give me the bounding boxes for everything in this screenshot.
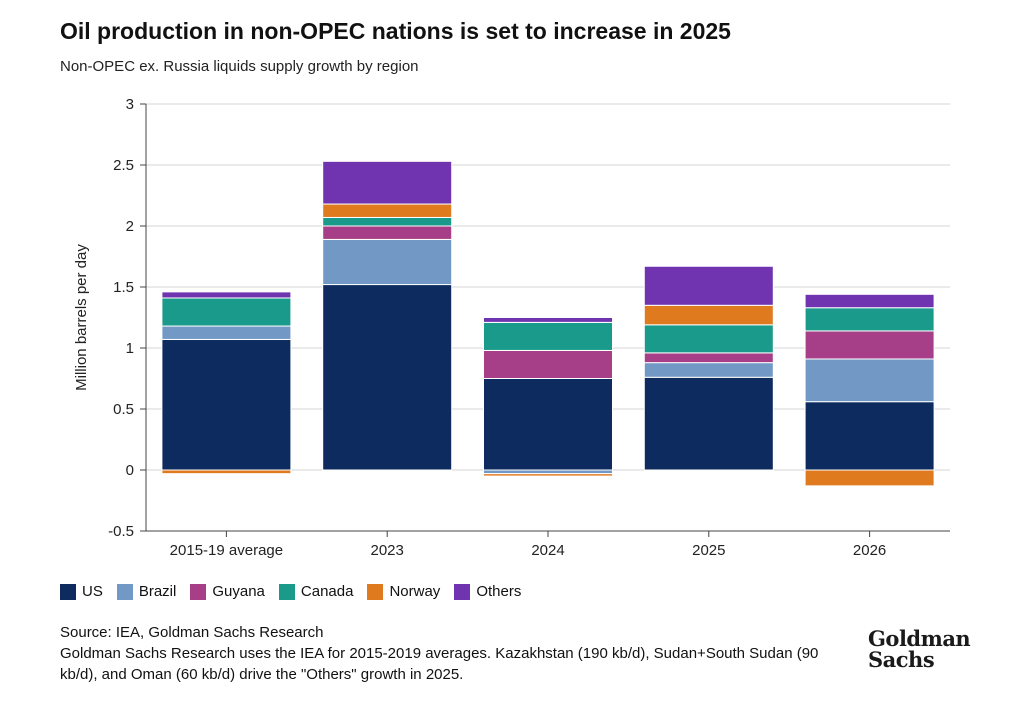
legend-label: Canada: [300, 583, 354, 600]
bar-segment-canada: [643, 324, 774, 354]
bar-segment-others: [483, 317, 613, 323]
legend-swatch: [190, 583, 207, 600]
bar-segment-norway: [804, 469, 935, 487]
legend-item-us: US: [60, 583, 103, 600]
bar-segment-brazil: [483, 469, 613, 475]
bar-segment-others: [161, 291, 292, 299]
bar-segment-norway: [483, 473, 613, 477]
y-tick-label: 2: [126, 218, 134, 235]
legend-label: Guyana: [212, 583, 265, 600]
y-tick-label: 3: [126, 96, 134, 113]
legend-swatch: [116, 583, 133, 600]
source-text: Source: IEA, Goldman Sachs Research: [60, 624, 324, 641]
bar-segment-brazil: [643, 362, 774, 378]
legend-swatch: [454, 583, 471, 600]
legend-swatch: [367, 583, 384, 600]
y-tick-label: 1: [126, 340, 134, 357]
legend-swatch: [60, 583, 76, 600]
bar-segment-guyana: [483, 349, 613, 380]
bar-segment-guyana: [643, 352, 774, 364]
stacked-bar-chart: 3 2.5 2 1.5 1 0.5 0 -0.5 Million barrels per day…: [73, 96, 950, 559]
bar-segment-canada: [322, 216, 453, 227]
bar-segment-us: [322, 284, 453, 471]
bar-segment-others: [643, 265, 774, 306]
legend-label: Norway: [389, 583, 441, 600]
bar-segment-norway: [161, 469, 292, 475]
x-tick-label: 2024: [531, 542, 564, 559]
y-tick-label: 1.5: [113, 279, 134, 296]
chart-subtitle: Non-OPEC ex. Russia liquids supply growt…: [60, 58, 419, 75]
y-tick-label: 2.5: [113, 157, 134, 174]
bar-segment-us: [483, 378, 613, 471]
x-tick-label: 2026: [853, 542, 886, 559]
legend-label: Brazil: [138, 583, 177, 600]
x-tick-label: 2025: [692, 542, 725, 559]
x-tick-label: 2015-19 average: [170, 542, 283, 559]
y-tick-label: 0.5: [113, 401, 134, 418]
legend-item-guyana: Guyana: [190, 583, 265, 600]
y-tick-label: 0: [126, 462, 134, 479]
goldman-sachs-logo: Goldman Sachs: [868, 626, 971, 672]
bar-segment-guyana: [804, 330, 935, 360]
legend-item-norway: Norway: [367, 583, 440, 600]
y-axis-label: Million barrels per day: [73, 244, 90, 391]
bar-segment-others: [804, 293, 935, 309]
y-tick-label: -0.5: [108, 523, 134, 540]
bar-segment-us: [804, 401, 935, 471]
x-tick-label: 2023: [371, 542, 404, 559]
methodology-note: Goldman Sachs Research uses the IEA for …: [60, 645, 819, 683]
bar-segment-canada: [804, 307, 935, 332]
bar-segment-guyana: [322, 225, 453, 240]
bar-segment-others: [322, 160, 453, 205]
bar-segment-brazil: [322, 238, 453, 286]
legend-item-brazil: Brazil: [116, 583, 177, 600]
bar-segment-brazil: [161, 325, 292, 340]
bar-segment-norway: [643, 304, 774, 326]
bar-segment-us: [643, 376, 774, 471]
bar-segment-us: [161, 338, 292, 471]
chart-title: Oil production in non-OPEC nations is se…: [60, 18, 731, 44]
legend-label: US: [82, 583, 103, 600]
bar-segment-norway: [322, 203, 453, 218]
logo-line-2: Sachs: [868, 647, 935, 672]
bar-segment-canada: [161, 297, 292, 327]
legend-swatch: [278, 583, 295, 600]
footer-notes: Source: IEA, Goldman Sachs Research Gold…: [60, 622, 840, 685]
bar-segment-canada: [483, 321, 613, 351]
legend-item-canada: Canada: [278, 583, 354, 600]
legend-item-others: Others: [454, 583, 521, 600]
chart-legend: US Brazil Guyana Canada Norway Others: [60, 583, 535, 600]
legend-label: Others: [476, 583, 522, 600]
bar-segment-brazil: [804, 358, 935, 403]
logo-line-1: Goldman: [868, 626, 971, 651]
